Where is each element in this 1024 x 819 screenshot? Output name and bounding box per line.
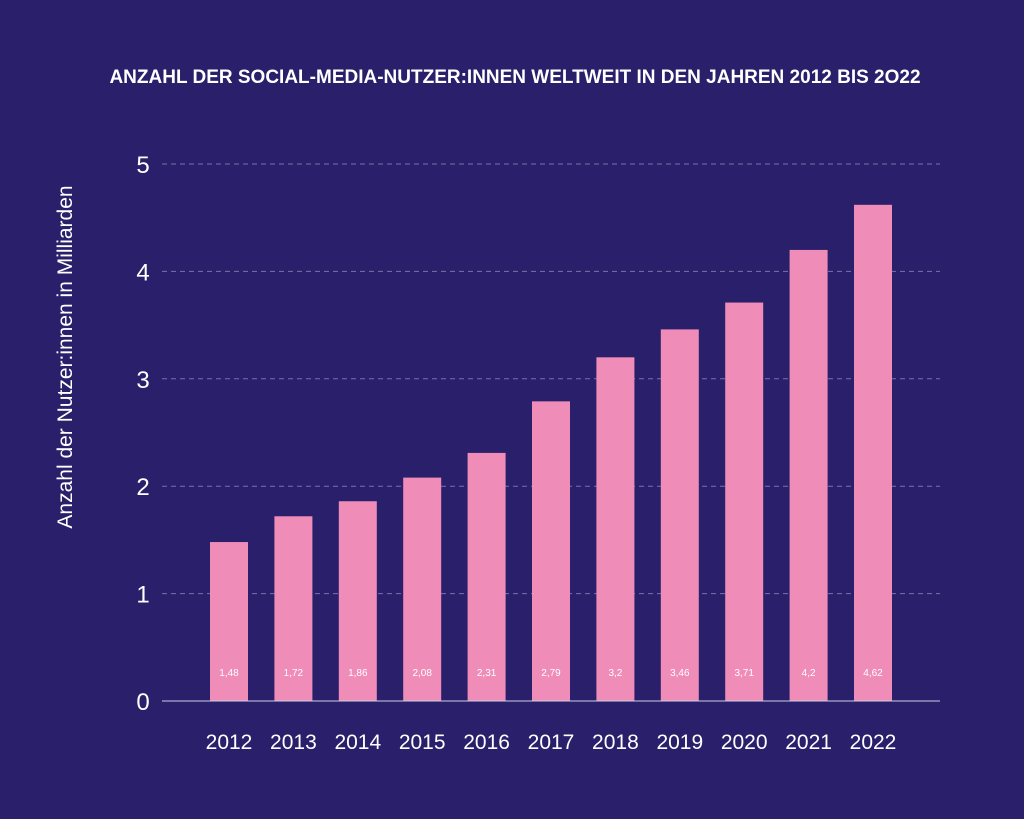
bar-2017	[532, 401, 570, 701]
bar-2018	[596, 357, 635, 701]
y-tick-label: 1	[136, 582, 149, 609]
bar-2014	[338, 501, 377, 701]
bar-2019	[660, 329, 699, 701]
x-tick-label: 2020	[721, 731, 768, 754]
bar-2013	[274, 516, 313, 701]
y-tick-label: 0	[136, 689, 149, 716]
data-label: 3,2	[608, 668, 622, 679]
data-label: 4,2	[802, 668, 816, 679]
data-label: 2,79	[541, 668, 561, 679]
data-label: 3,71	[734, 668, 754, 679]
y-tick-label: 4	[136, 259, 149, 286]
bar-2015	[403, 477, 442, 701]
x-tick-label: 2017	[528, 731, 575, 754]
bar-2021	[789, 249, 828, 702]
data-label: 2,31	[477, 668, 497, 679]
x-tick-label: 2015	[399, 731, 446, 754]
data-label: 3,46	[670, 668, 690, 679]
x-tick-label: 2018	[592, 731, 639, 754]
y-axis-label: Anzahl der Nutzer:innen in Milliarden	[54, 185, 77, 528]
data-label: 1,48	[219, 668, 239, 679]
x-tick-label: 2014	[334, 731, 381, 754]
y-tick-label: 5	[136, 152, 149, 179]
data-label: 1,86	[348, 668, 368, 679]
bar-2022	[854, 204, 892, 701]
x-tick-label: 2019	[656, 731, 703, 754]
y-tick-label: 3	[136, 367, 149, 394]
bar-2020	[725, 302, 764, 701]
x-tick-label: 2022	[850, 731, 897, 754]
data-label: 4,62	[863, 668, 883, 679]
y-tick-label: 2	[136, 474, 149, 501]
bar-2012	[210, 542, 248, 701]
chart-title: ANZAHL DER SOCIAL-MEDIA-NUTZER:INNEN WEL…	[109, 67, 920, 88]
x-tick-label: 2016	[463, 731, 510, 754]
data-label: 1,72	[284, 668, 304, 679]
data-label: 2,08	[412, 668, 432, 679]
x-tick-label: 2021	[785, 731, 832, 754]
x-tick-label: 2013	[270, 731, 317, 754]
bar-2016	[467, 452, 506, 701]
x-tick-label: 2012	[206, 731, 253, 754]
